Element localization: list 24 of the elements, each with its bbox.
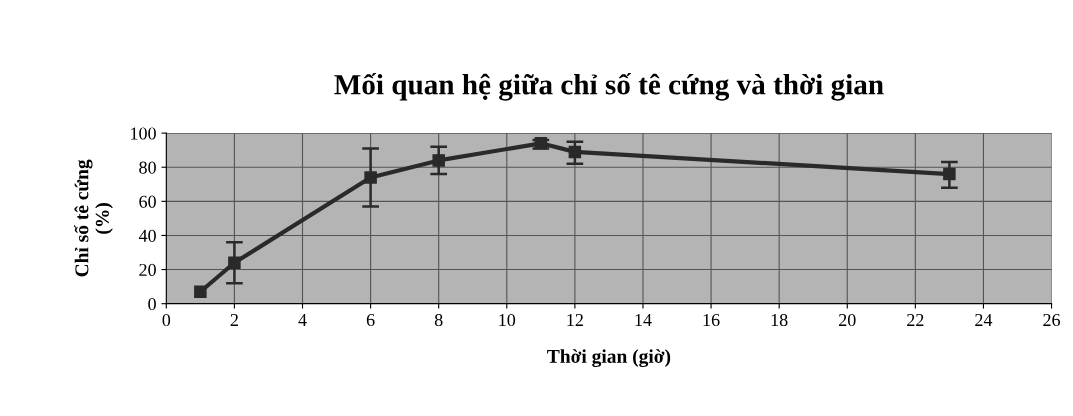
- x-tick-label: 16: [703, 313, 720, 327]
- y-tick-label: 100: [131, 127, 156, 140]
- y-axis-title: Chỉ số tê cứng (%): [74, 159, 113, 277]
- x-tick-label: 10: [499, 313, 516, 327]
- y-tick-label: 80: [139, 161, 156, 174]
- x-tick-label: 4: [298, 314, 307, 326]
- x-tick-label: 6: [366, 313, 375, 327]
- x-tick-label: 22: [907, 313, 924, 326]
- y-tick-label: 40: [138, 229, 156, 242]
- x-tick-label: 20: [839, 313, 856, 327]
- y-tick-label: 20: [139, 263, 156, 277]
- point: [194, 285, 207, 298]
- x-tick-label: 18: [771, 313, 788, 327]
- x-axis-title: Thời gian (giờ): [547, 349, 671, 368]
- x-tick-label: 12: [567, 313, 583, 326]
- x-tick-label: 24: [975, 313, 993, 326]
- x-tick-label: 2: [230, 313, 238, 326]
- x-tick-label: 26: [1043, 313, 1061, 327]
- x-tick-label: 14: [635, 314, 652, 326]
- x-tick-label: 0: [162, 313, 171, 327]
- y-tick-label: 0: [148, 297, 156, 311]
- y-tick-label: 60: [139, 195, 156, 208]
- chart-title: Mối quan hệ giữa chỉ số tê cứng và thời gian: [334, 73, 884, 101]
- x-tick-label: 8: [434, 313, 443, 327]
